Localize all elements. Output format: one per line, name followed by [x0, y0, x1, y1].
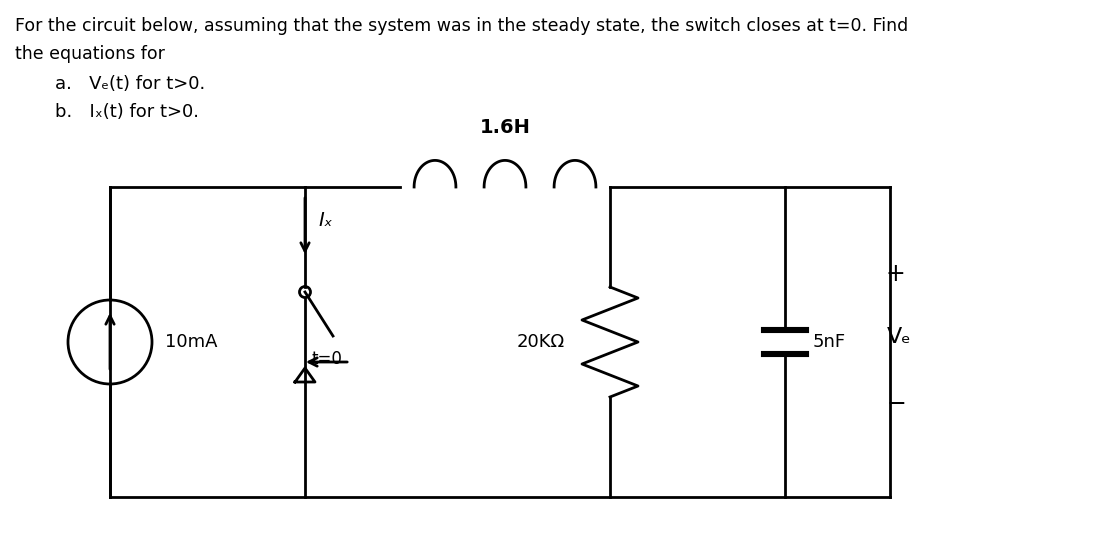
Text: Vₑ: Vₑ	[888, 327, 912, 347]
Text: 20KΩ: 20KΩ	[517, 333, 565, 351]
Text: a.   Vₑ(t) for t>0.: a. Vₑ(t) for t>0.	[55, 75, 205, 93]
Text: +: +	[885, 262, 904, 286]
Text: −: −	[888, 392, 906, 416]
Text: Iₓ: Iₓ	[318, 212, 332, 230]
Text: 10mA: 10mA	[165, 333, 217, 351]
Text: For the circuit below, assuming that the system was in the steady state, the swi: For the circuit below, assuming that the…	[14, 17, 909, 35]
Text: the equations for: the equations for	[14, 45, 165, 63]
Text: 5nF: 5nF	[813, 333, 846, 351]
Text: t=0: t=0	[312, 350, 343, 368]
Text: 1.6H: 1.6H	[479, 118, 531, 137]
Text: b.   Iₓ(t) for t>0.: b. Iₓ(t) for t>0.	[55, 103, 198, 121]
